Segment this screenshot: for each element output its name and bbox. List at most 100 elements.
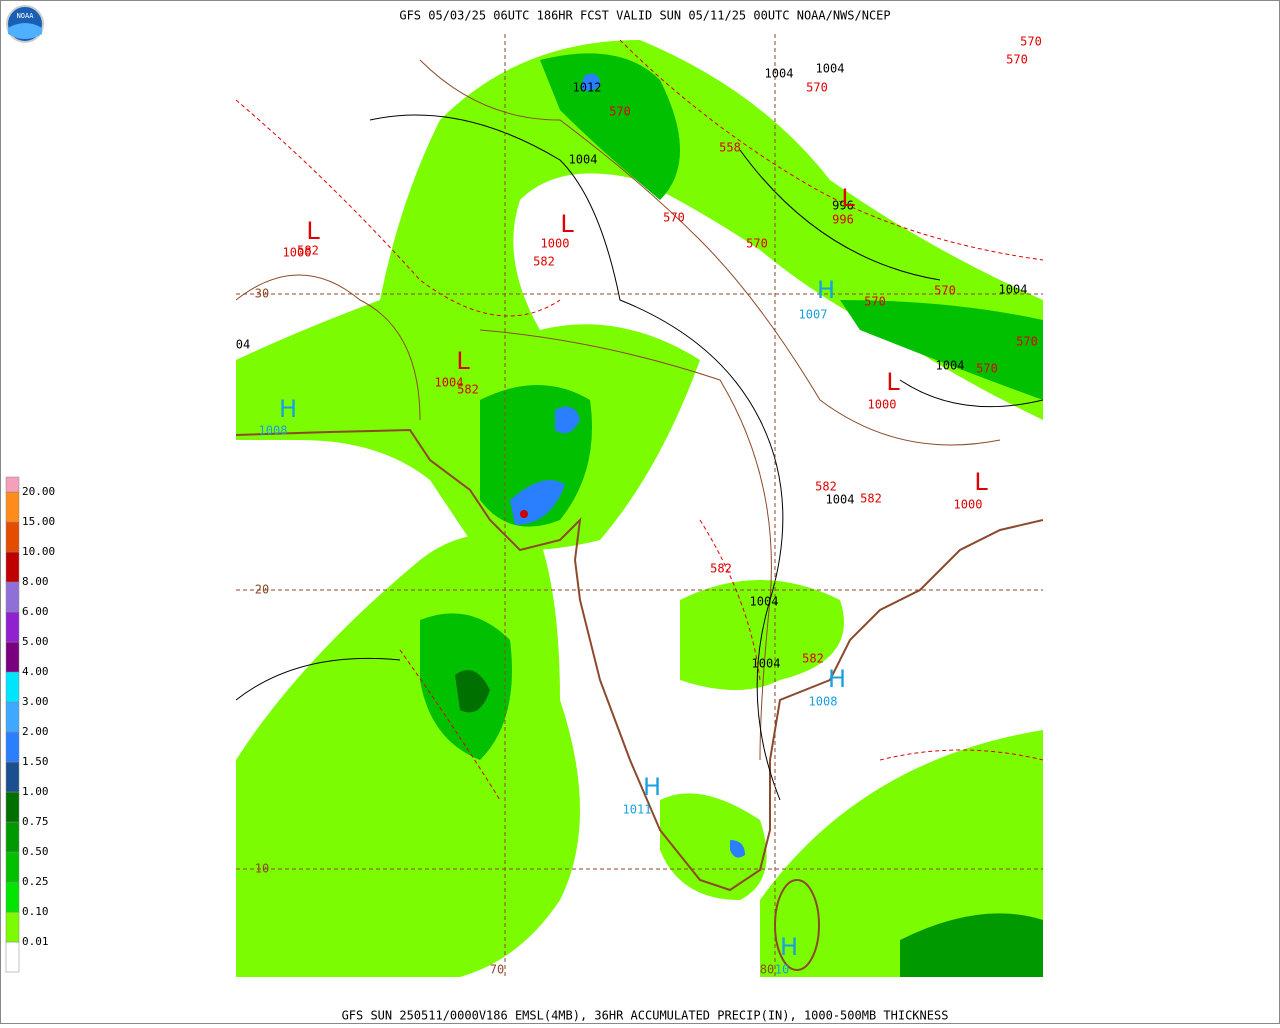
isobar-label: 1004 — [826, 493, 855, 507]
title: GFS 05/03/25 06UTC 186HR FCST VALID SUN … — [399, 9, 890, 23]
thickness-line — [236, 39, 1043, 801]
thickness-label: 1000 — [283, 246, 312, 260]
legend-swatch — [5, 941, 20, 973]
legend-swatch — [5, 761, 20, 793]
thickness-label: 1000 — [868, 398, 897, 412]
precip-area — [540, 53, 680, 201]
low-center: L — [456, 347, 470, 375]
thickness-label: 1000 — [954, 498, 983, 512]
isobar-label: 1004 — [765, 67, 794, 81]
thickness-label: 582 — [860, 492, 882, 506]
lat-label: 20 — [255, 583, 269, 597]
legend-label: 0.50 — [22, 845, 49, 858]
high-value: 1008 — [809, 695, 838, 709]
high-value: 1008 — [259, 424, 288, 438]
thickness-label: 570 — [746, 237, 768, 251]
low-center: L — [841, 184, 855, 212]
legend-swatch — [5, 581, 20, 613]
precip-field — [236, 34, 1043, 977]
legend-label: 15.00 — [22, 515, 55, 528]
footer: GFS SUN 250511/0000V186 EMSL(4MB), 36HR … — [342, 1009, 949, 1023]
isobar-label: 1004 — [936, 359, 965, 373]
lon-label: 70 — [490, 963, 504, 977]
thickness-label: 582 — [533, 255, 555, 269]
precip-area — [580, 73, 600, 91]
legend-label: 0.75 — [22, 815, 49, 828]
thickness-label: 570 — [934, 284, 956, 298]
low-center: L — [306, 217, 320, 245]
isobar-label: 1004 — [999, 283, 1028, 297]
low-center: L — [974, 468, 988, 496]
thickness-label: 996 — [832, 213, 854, 227]
thickness-label: 570 — [1006, 53, 1028, 67]
lat-label: 10 — [255, 862, 269, 876]
legend-label: 8.00 — [22, 575, 49, 588]
precip-area — [660, 793, 767, 900]
isobar — [236, 114, 1043, 801]
high-value: 1011 — [623, 803, 652, 817]
thickness-label: 582 — [297, 244, 319, 258]
legend-label: 0.25 — [22, 875, 49, 888]
thickness-label: 570 — [663, 211, 685, 225]
isobar-label: 1004 — [816, 62, 845, 76]
thickness-label: 582 — [457, 383, 479, 397]
low-center: L — [886, 368, 900, 396]
thickness-label: 570 — [1020, 35, 1042, 49]
thickness-label: 570 — [1016, 335, 1038, 349]
precip-max — [520, 510, 528, 518]
isobar-label: 04 — [236, 338, 250, 352]
legend-swatch — [5, 641, 20, 673]
legend-swatch — [5, 701, 20, 733]
legend-label: 0.10 — [22, 905, 49, 918]
isobar-label: 1004 — [750, 595, 779, 609]
logo-wave — [8, 23, 42, 39]
precip-area — [555, 406, 580, 434]
high-center: H — [643, 773, 661, 801]
isobar-label: 996 — [832, 199, 854, 213]
precip-area — [760, 730, 1043, 977]
legend-swatch — [5, 911, 20, 943]
low-center: L — [560, 210, 574, 238]
high-center: H — [828, 665, 846, 693]
legend-swatch — [5, 791, 20, 823]
precip-area — [236, 40, 1043, 550]
thickness-label: 582 — [802, 652, 824, 666]
high-center: H — [817, 276, 835, 304]
high-center: H — [279, 395, 297, 423]
coastline — [236, 428, 1043, 892]
thickness-label: 558 — [719, 141, 741, 155]
legend-swatch — [5, 881, 20, 913]
high-value: 1007 — [799, 308, 828, 322]
precip-area — [730, 840, 745, 858]
thickness-label: 1004 — [435, 376, 464, 390]
thickness-label: 582 — [710, 562, 732, 576]
legend-label: 2.00 — [22, 725, 49, 738]
border — [236, 59, 1001, 761]
thickness-label: 582 — [815, 480, 837, 494]
logo-text: NOAA — [17, 12, 35, 20]
thickness-label: 570 — [806, 81, 828, 95]
high-center: H — [780, 933, 798, 961]
legend-swatch — [5, 851, 20, 883]
legend-swatch — [5, 491, 20, 523]
graticule — [236, 34, 1043, 977]
legend-swatch — [5, 731, 20, 763]
legend-swatch — [5, 821, 20, 853]
legend-label: 20.00 — [22, 485, 55, 498]
precip-area — [455, 670, 490, 713]
legend-label: 1.50 — [22, 755, 49, 768]
legend-swatch — [5, 551, 20, 583]
thickness-label: 570 — [609, 105, 631, 119]
isobar-label: 1004 — [752, 657, 781, 671]
precip-area — [900, 913, 1043, 977]
legend-swatch — [5, 671, 20, 703]
thickness-label: 570 — [864, 295, 886, 309]
legend-label: 10.00 — [22, 545, 55, 558]
legend-label: 4.00 — [22, 665, 49, 678]
legend-label: 6.00 — [22, 605, 49, 618]
legend-label: 1.00 — [22, 785, 49, 798]
isobar-label: 1004 — [569, 153, 598, 167]
legend-swatch — [5, 611, 20, 643]
